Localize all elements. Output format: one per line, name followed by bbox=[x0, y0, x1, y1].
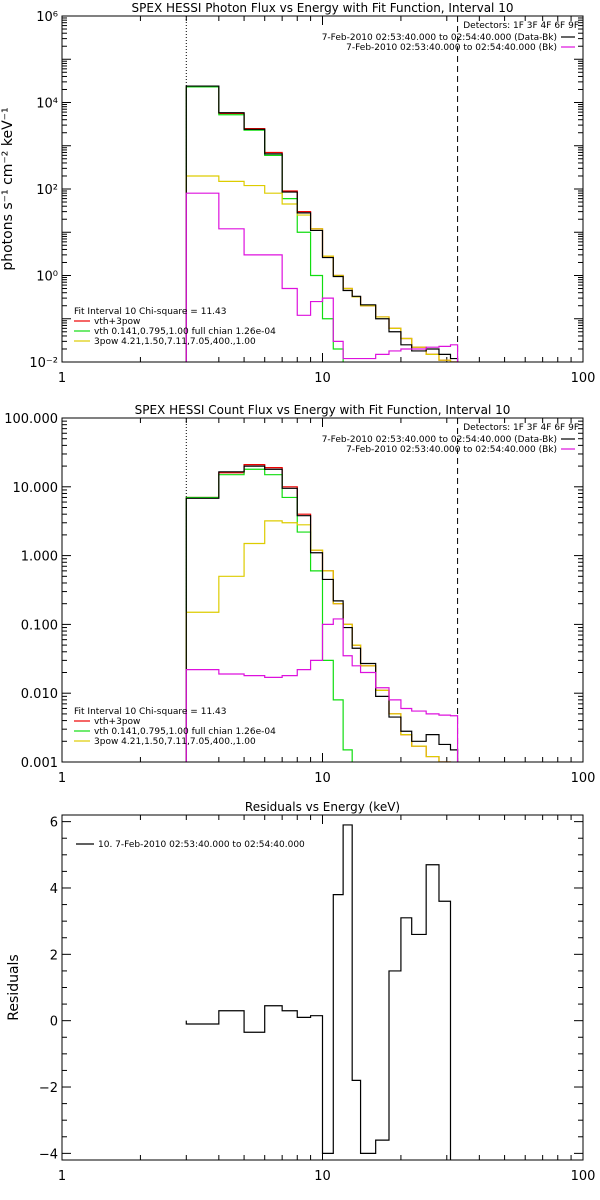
panel-2: SPEX HESSI Count Flux vs Energy with Fit… bbox=[4, 403, 596, 786]
chart-title: SPEX HESSI Count Flux vs Energy with Fit… bbox=[135, 403, 511, 417]
legend-fit-label: vth 0.141,0.795,1.00 full chian 1.26e-04 bbox=[94, 727, 276, 737]
y-tick-label: 4 bbox=[50, 882, 58, 897]
legend-top-label: 7-Feb-2010 02:53:40.000 to 02:54:40.000 … bbox=[346, 445, 557, 455]
chart-title: Residuals vs Energy (keV) bbox=[245, 800, 400, 814]
plot-frame bbox=[61, 417, 584, 763]
series-bk bbox=[185, 192, 459, 362]
y-tick-label: 2 bbox=[50, 948, 58, 963]
x-tick-label: 100 bbox=[571, 1169, 596, 1184]
detectors-label: Detectors: 1F 3F 4F 6F 9F bbox=[463, 423, 579, 433]
y-axis-label: photons s⁻¹ cm⁻² keV⁻¹ bbox=[0, 107, 16, 270]
x-tick-label: 100 bbox=[571, 771, 596, 786]
x-tick-label: 1 bbox=[58, 371, 66, 386]
series-layer bbox=[185, 85, 459, 362]
y-tick-label: 10⁰ bbox=[36, 270, 58, 285]
legend-fit-label: 3pow 4.21,1.50,7.11,7.05,400.,1.00 bbox=[94, 337, 256, 347]
y-tick-label: 6 bbox=[50, 816, 58, 831]
y-tick-label: 1.000 bbox=[21, 550, 58, 565]
series-3pow bbox=[185, 520, 452, 762]
y-tick-label: 10² bbox=[36, 183, 58, 198]
series-data-bk bbox=[185, 85, 459, 362]
y-tick-label: 10.000 bbox=[13, 481, 59, 496]
legend-fit-label: 3pow 4.21,1.50,7.11,7.05,400.,1.00 bbox=[94, 737, 256, 747]
y-tick-label: −4 bbox=[39, 1147, 58, 1162]
plot-frame bbox=[61, 15, 584, 363]
series-data-bk bbox=[185, 465, 459, 762]
y-tick-label: 10⁻² bbox=[29, 356, 58, 371]
series-layer bbox=[185, 824, 452, 1160]
chart-title: SPEX HESSI Photon Flux vs Energy with Fi… bbox=[132, 1, 514, 15]
y-tick-label: 0.010 bbox=[21, 687, 58, 702]
axis-ticks bbox=[61, 15, 583, 363]
plot-frame bbox=[61, 814, 584, 1161]
x-tick-label: 10 bbox=[314, 1169, 331, 1184]
panel-1: SPEX HESSI Photon Flux vs Energy with Fi… bbox=[0, 1, 596, 386]
y-tick-label: 0.001 bbox=[21, 756, 58, 771]
x-tick-label: 1 bbox=[58, 771, 66, 786]
series-vth bbox=[185, 468, 353, 762]
legend-label: 10. 7-Feb-2010 02:53:40.000 to 02:54:40.… bbox=[98, 840, 305, 850]
axis-ticks bbox=[61, 417, 583, 763]
fit-header: Fit Interval 10 Chi-square = 11.43 bbox=[74, 307, 226, 317]
legend-top-label: 7-Feb-2010 02:53:40.000 to 02:54:40.000 … bbox=[322, 435, 557, 445]
detectors-label: Detectors: 1F 3F 4F 6F 9F bbox=[463, 21, 579, 31]
y-tick-label: 0.100 bbox=[21, 618, 58, 633]
y-tick-label: 10⁶ bbox=[36, 10, 58, 25]
y-axis-label: Residuals bbox=[6, 954, 22, 1020]
x-tick-label: 10 bbox=[314, 771, 331, 786]
panel-3: Residuals vs Energy (keV) Residuals 1 10 100… bbox=[6, 800, 596, 1184]
fit-header: Fit Interval 10 Chi-square = 11.43 bbox=[74, 707, 226, 717]
series-layer bbox=[185, 464, 459, 762]
series-vth bbox=[185, 86, 344, 362]
legend-fit-label: vth+3pow bbox=[94, 317, 140, 327]
x-tick-label: 1 bbox=[58, 1169, 66, 1184]
x-tick-label: 10 bbox=[314, 371, 331, 386]
legend-top-label: 7-Feb-2010 02:53:40.000 to 02:54:40.000 … bbox=[346, 43, 557, 53]
y-tick-label: −2 bbox=[39, 1081, 58, 1096]
legend-fit-label: vth+3pow bbox=[94, 717, 140, 727]
series-bk bbox=[185, 618, 459, 762]
legend-fit-label: vth 0.141,0.795,1.00 full chian 1.26e-04 bbox=[94, 327, 276, 337]
series-10-7-feb-2010-02-53-40-000-to-02-54-40-000 bbox=[185, 824, 452, 1160]
legend-top-label: 7-Feb-2010 02:53:40.000 to 02:54:40.000 … bbox=[322, 33, 557, 43]
y-tick-label: 100.000 bbox=[4, 412, 58, 427]
y-tick-label: 0 bbox=[50, 1015, 58, 1030]
x-tick-label: 100 bbox=[571, 371, 596, 386]
y-tick-label: 10⁴ bbox=[36, 97, 58, 112]
axis-ticks bbox=[61, 815, 583, 1160]
